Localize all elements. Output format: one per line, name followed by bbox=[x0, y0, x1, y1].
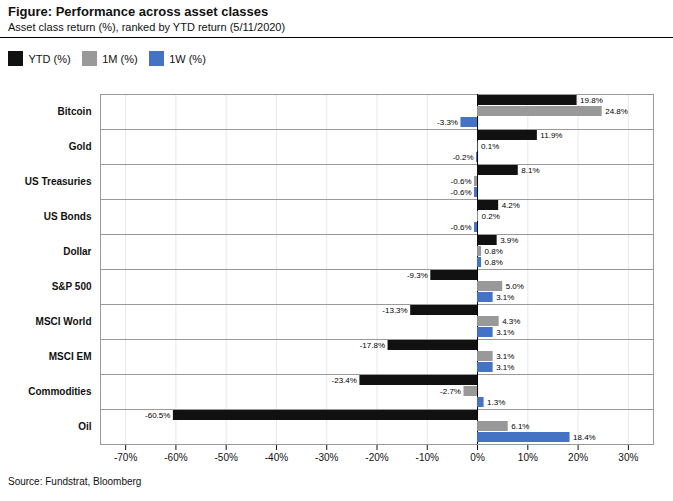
svg-text:3.9%: 3.9% bbox=[500, 236, 518, 245]
svg-text:4.2%: 4.2% bbox=[502, 201, 520, 210]
html-text:Figure: Performance across ass: Figure: Performance across asset classes bbox=[8, 4, 269, 19]
svg-text:US Bonds: US Bonds bbox=[44, 211, 92, 222]
svg-text:4.3%: 4.3% bbox=[502, 317, 520, 326]
svg-text:-20%: -20% bbox=[365, 451, 388, 462]
svg-text:-2.7%: -2.7% bbox=[440, 387, 461, 396]
svg-text:-60.5%: -60.5% bbox=[145, 411, 170, 420]
svg-text:0%: 0% bbox=[470, 451, 485, 462]
svg-text:20%: 20% bbox=[568, 451, 588, 462]
html-text:1W (%): 1W (%) bbox=[169, 52, 206, 65]
html-text:Asset class return (%), ranked: Asset class return (%), ranked by YTD re… bbox=[8, 21, 286, 33]
svg-text:3.1%: 3.1% bbox=[496, 328, 514, 337]
svg-text:3.1%: 3.1% bbox=[496, 352, 514, 361]
svg-text:3.1%: 3.1% bbox=[496, 363, 514, 372]
svg-text:3.1%: 3.1% bbox=[496, 293, 514, 302]
svg-text:-9.3%: -9.3% bbox=[407, 271, 428, 280]
svg-text:0.1%: 0.1% bbox=[481, 142, 499, 151]
svg-text:-3.3%: -3.3% bbox=[437, 118, 458, 127]
svg-text:Gold: Gold bbox=[69, 141, 92, 152]
svg-text:US Treasuries: US Treasuries bbox=[25, 176, 92, 187]
svg-text:19.8%: 19.8% bbox=[580, 96, 603, 105]
svg-text:18.4%: 18.4% bbox=[573, 433, 596, 442]
svg-text:-10%: -10% bbox=[416, 451, 439, 462]
svg-text:-70%: -70% bbox=[114, 451, 137, 462]
svg-text:-0.6%: -0.6% bbox=[451, 223, 472, 232]
svg-text:-0.6%: -0.6% bbox=[451, 188, 472, 197]
svg-text:24.8%: 24.8% bbox=[605, 107, 628, 116]
svg-text:MSCI World: MSCI World bbox=[36, 316, 92, 327]
svg-text:-0.6%: -0.6% bbox=[451, 177, 472, 186]
svg-text:1.3%: 1.3% bbox=[487, 398, 505, 407]
svg-text:-60%: -60% bbox=[164, 451, 187, 462]
svg-text:0.8%: 0.8% bbox=[485, 247, 503, 256]
html-text:1M (%): 1M (%) bbox=[102, 52, 138, 65]
svg-text:-50%: -50% bbox=[215, 451, 238, 462]
svg-text:-0.2%: -0.2% bbox=[453, 153, 474, 162]
html-text:YTD (%): YTD (%) bbox=[28, 52, 71, 65]
svg-text:0.2%: 0.2% bbox=[482, 212, 500, 221]
svg-text:6.1%: 6.1% bbox=[511, 422, 529, 431]
svg-text:Dollar: Dollar bbox=[63, 246, 91, 257]
svg-text:-23.4%: -23.4% bbox=[332, 376, 357, 385]
svg-text:Commodities: Commodities bbox=[28, 386, 92, 397]
svg-text:11.9%: 11.9% bbox=[540, 131, 562, 140]
svg-text:8.1%: 8.1% bbox=[521, 166, 539, 175]
html-text:Source: Fundstrat, Bloomberg: Source: Fundstrat, Bloomberg bbox=[8, 475, 142, 487]
svg-text:Oil: Oil bbox=[78, 421, 92, 432]
svg-text:-13.3%: -13.3% bbox=[382, 306, 407, 315]
svg-text:5.0%: 5.0% bbox=[506, 282, 524, 291]
svg-text:-40%: -40% bbox=[265, 451, 288, 462]
svg-text:MSCI EM: MSCI EM bbox=[49, 351, 92, 362]
svg-text:30%: 30% bbox=[618, 451, 638, 462]
svg-text:-17.8%: -17.8% bbox=[360, 341, 385, 350]
svg-text:0.8%: 0.8% bbox=[485, 258, 503, 267]
svg-text:-30%: -30% bbox=[315, 451, 338, 462]
svg-text:Bitcoin: Bitcoin bbox=[58, 106, 92, 117]
svg-text:S&P 500: S&P 500 bbox=[52, 281, 92, 292]
svg-text:10%: 10% bbox=[518, 451, 538, 462]
